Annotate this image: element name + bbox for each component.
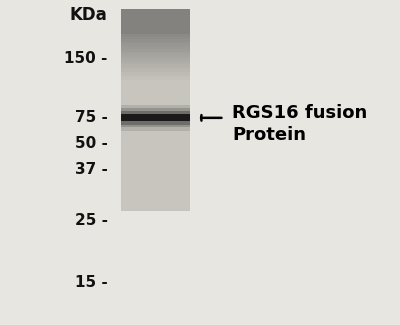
Bar [121, 52, 190, 54]
Text: 75 -: 75 - [75, 110, 108, 125]
Bar [121, 105, 190, 131]
Bar [121, 62, 190, 64]
Text: 150 -: 150 - [64, 51, 108, 66]
Bar [121, 24, 190, 26]
Bar [121, 49, 190, 52]
Bar [121, 54, 190, 57]
Bar [121, 11, 190, 14]
Bar [121, 14, 190, 16]
Text: 50 -: 50 - [75, 136, 108, 150]
Bar [121, 21, 190, 24]
Bar [121, 39, 190, 42]
Bar [121, 70, 190, 72]
Bar [121, 59, 190, 62]
Bar [121, 47, 190, 49]
Text: 15 -: 15 - [75, 275, 108, 290]
Text: 25 -: 25 - [75, 213, 108, 228]
Bar [121, 109, 190, 127]
Bar [121, 72, 190, 74]
Text: RGS16 fusion
Protein: RGS16 fusion Protein [232, 104, 367, 144]
Bar [121, 57, 190, 59]
Bar [121, 37, 190, 39]
Bar [121, 77, 190, 80]
Bar [121, 32, 190, 34]
Bar [121, 111, 190, 125]
Bar [121, 26, 190, 29]
Bar [121, 19, 190, 21]
Bar [121, 29, 190, 32]
Text: 37 -: 37 - [75, 162, 108, 177]
Bar [121, 44, 190, 47]
Bar [121, 34, 190, 37]
Bar [121, 9, 190, 211]
Bar [121, 16, 190, 19]
Bar [121, 67, 190, 70]
Bar [121, 74, 190, 77]
Bar [121, 114, 190, 122]
Text: KDa: KDa [70, 6, 108, 24]
Bar [121, 42, 190, 44]
Bar [121, 64, 190, 67]
Bar [121, 9, 190, 11]
